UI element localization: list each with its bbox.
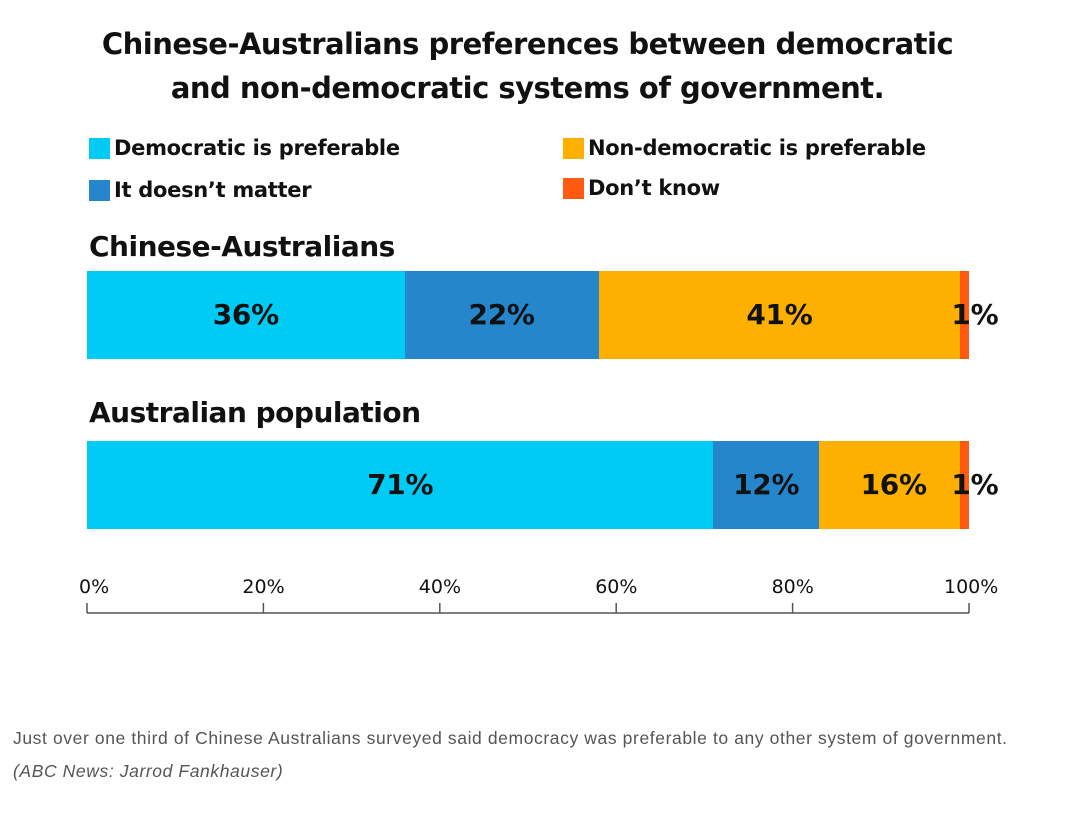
caption-text: Just over one third of Chinese Australia… bbox=[13, 728, 1008, 748]
legend-swatch-dont-know bbox=[563, 177, 584, 199]
chart-title-line-2: and non-democratic systems of government… bbox=[170, 71, 885, 105]
bar-chinese-australians: 36% 22% 41% 1% bbox=[87, 271, 999, 359]
chart-title-line-1: Chinese-Australians preferences between … bbox=[101, 27, 954, 61]
bar-segment-dont-know bbox=[960, 271, 969, 359]
bar-segment-dont-know bbox=[960, 441, 969, 529]
bar-segment-doesnt-matter bbox=[713, 441, 820, 529]
x-tick-label: 80% bbox=[771, 576, 814, 598]
legend-swatch-democratic bbox=[89, 137, 110, 159]
data-label-doesnt-matter: 12% bbox=[733, 468, 800, 501]
legend-item-non-democratic: Non-democratic is preferable bbox=[563, 133, 926, 163]
bar-segment-democratic bbox=[87, 441, 714, 529]
legend-label-democratic: Democratic is preferable bbox=[114, 136, 400, 160]
data-label-democratic: 71% bbox=[367, 468, 434, 501]
chart-title: Chinese-Australians preferences between … bbox=[20, 22, 1035, 110]
data-label-non-democratic: 16% bbox=[860, 468, 927, 501]
bar-segment-doesnt-matter bbox=[404, 271, 599, 359]
x-tick-label: 20% bbox=[242, 576, 285, 598]
data-label-democratic: 36% bbox=[212, 298, 279, 331]
legend-item-doesnt-matter: It doesn’t matter bbox=[89, 175, 312, 205]
group-label-chinese-australians: Chinese-Australians bbox=[89, 230, 395, 263]
legend-swatch-non-democratic bbox=[563, 137, 584, 159]
caption-credit: (ABC News: Jarrod Fankhauser) bbox=[13, 761, 284, 781]
legend-swatch-doesnt-matter bbox=[89, 179, 110, 201]
bar-australian-population: 71% 12% 16% 1% bbox=[87, 441, 999, 529]
bar-segment-non-democratic bbox=[598, 271, 961, 359]
legend-label-doesnt-matter: It doesn’t matter bbox=[114, 178, 312, 202]
bar-segment-non-democratic bbox=[819, 441, 961, 529]
x-tick-label: 40% bbox=[418, 576, 462, 598]
group-label-australian-population: Australian population bbox=[89, 396, 421, 429]
legend-item-democratic: Democratic is preferable bbox=[89, 133, 400, 163]
legend-label-non-democratic: Non-democratic is preferable bbox=[588, 136, 926, 160]
x-tick-label: 100% bbox=[944, 576, 999, 598]
data-label-non-democratic: 41% bbox=[746, 298, 813, 331]
data-label-doesnt-matter: 22% bbox=[468, 298, 535, 331]
data-label-dont-know: 1% bbox=[951, 298, 999, 331]
legend-label-dont-know: Don’t know bbox=[588, 176, 720, 200]
bar-segment-democratic bbox=[87, 271, 405, 359]
x-tick-label: 0% bbox=[79, 576, 110, 598]
data-label-dont-know: 1% bbox=[951, 468, 999, 501]
legend-item-dont-know: Don’t know bbox=[563, 173, 720, 203]
caption: Just over one third of Chinese Australia… bbox=[13, 722, 1053, 788]
x-tick-label: 60% bbox=[595, 576, 638, 598]
